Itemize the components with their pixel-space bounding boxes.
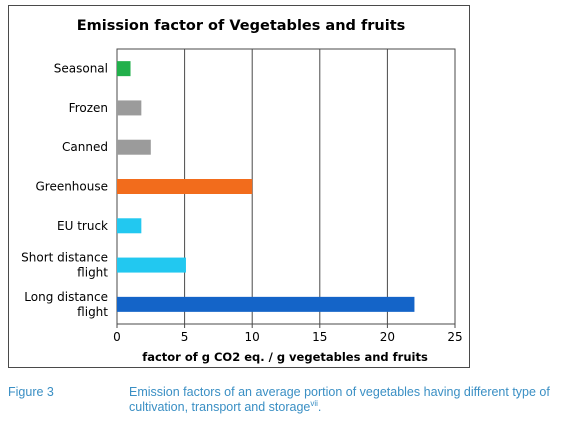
figure-caption: Emission factors of an average portion o…: [129, 385, 579, 415]
x-tick-label: 25: [447, 330, 462, 344]
y-category-label: Canned: [62, 140, 108, 154]
chart-title: Emission factor of Vegetables and fruits: [77, 18, 406, 34]
y-category-label: Short distance: [21, 251, 108, 265]
y-category-label: EU truck: [57, 219, 108, 233]
x-tick-label: 10: [245, 330, 260, 344]
chart-frame: Emission factor of Vegetables and fruits…: [8, 5, 470, 368]
bar: [117, 139, 151, 155]
bar: [117, 61, 131, 77]
bar: [117, 257, 186, 273]
y-category-label: flight: [77, 266, 108, 280]
x-tick-label: 15: [312, 330, 327, 344]
bar-chart: Emission factor of Vegetables and fruits…: [21, 18, 463, 364]
bar: [117, 218, 142, 234]
x-axis-label: factor of g CO2 eq. / g vegetables and f…: [142, 350, 428, 364]
y-category-label: Long distance: [24, 290, 108, 304]
y-category-label: Greenhouse: [35, 180, 108, 194]
x-tick-label: 20: [380, 330, 395, 344]
x-tick-label: 0: [113, 330, 121, 344]
bar: [117, 179, 253, 194]
y-category-label: Seasonal: [54, 62, 108, 76]
caption-reference: vii: [310, 398, 318, 408]
y-category-label: flight: [77, 305, 108, 319]
y-category-label: Frozen: [69, 101, 108, 115]
bar: [117, 296, 415, 312]
x-tick-label: 5: [181, 330, 189, 344]
bar: [117, 100, 142, 116]
caption-end: .: [317, 400, 322, 414]
caption-text: Emission factors of an average portion o…: [129, 385, 550, 414]
figure-label: Figure 3: [8, 385, 54, 399]
